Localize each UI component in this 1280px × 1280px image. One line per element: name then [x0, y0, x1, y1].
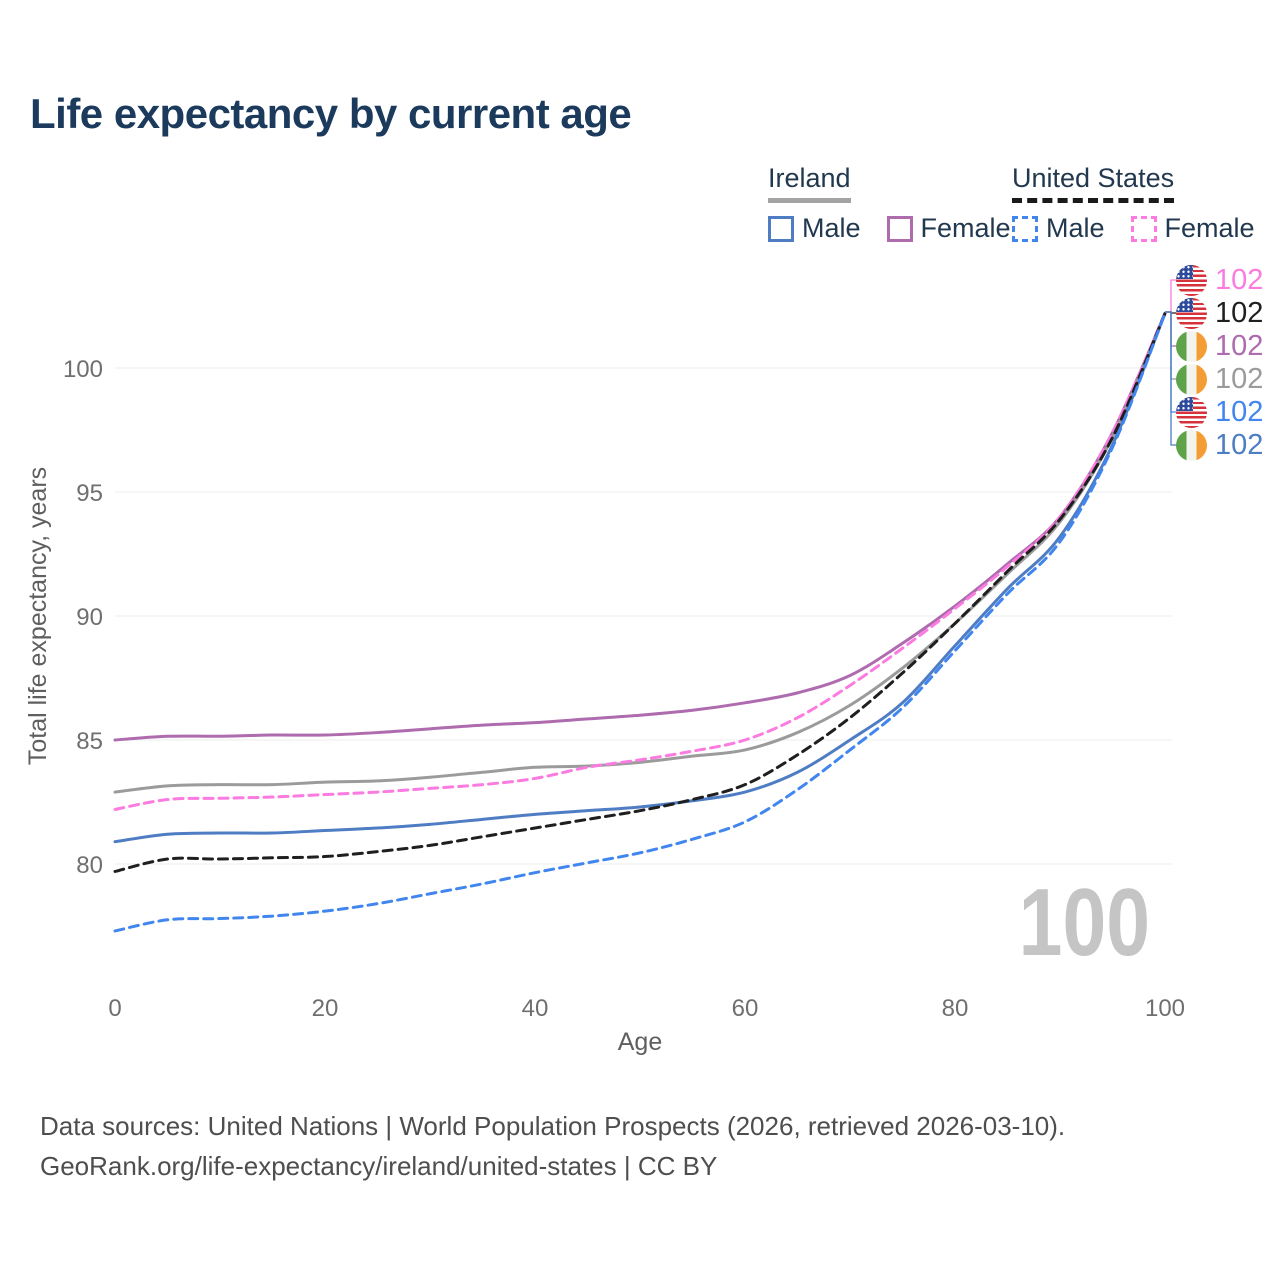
legend-toggle-ireland-female[interactable]: Female: [886, 213, 1011, 244]
leader-line-united-states-female: [1165, 279, 1177, 313]
series-line-ireland-total: [113, 311, 1167, 794]
footer-data-sources: Data sources: United Nations | World Pop…: [40, 1111, 1066, 1141]
series-line-united-states-total: [113, 311, 1167, 873]
leader-line-ireland-male: [1165, 311, 1177, 446]
x-tick-60: 60: [732, 995, 759, 1022]
legend-items-united-states: Male Female: [1012, 213, 1255, 244]
page-title: Life expectancy by current age: [30, 90, 632, 137]
ireland-male-swatch-icon: [768, 215, 794, 242]
y-tick-95: 95: [76, 480, 103, 507]
series-line-united-states-female: [113, 311, 1167, 811]
x-tick-40: 40: [522, 995, 549, 1022]
legend-toggle-ireland-male[interactable]: Male: [768, 213, 861, 244]
legend-country-united-states-label: United States: [1012, 163, 1175, 203]
y-tick-90: 90: [76, 604, 103, 631]
legend-group-ireland: Ireland Male Female: [768, 163, 1011, 244]
legend-label-us-male: Male: [1046, 213, 1105, 243]
x-tick-0: 0: [108, 995, 121, 1022]
us-female-swatch-icon: [1130, 215, 1157, 242]
x-tick-20: 20: [312, 995, 339, 1022]
footer: Data sources: United Nations | World Pop…: [40, 1106, 1065, 1186]
legend-country-ireland[interactable]: Ireland: [768, 163, 1011, 203]
legend-toggle-us-female[interactable]: Female: [1130, 213, 1255, 244]
y-tick-80: 80: [76, 852, 103, 879]
x-tick-80: 80: [942, 995, 969, 1022]
legend-country-united-states[interactable]: United States: [1012, 163, 1255, 203]
legend-toggle-us-male[interactable]: Male: [1012, 213, 1105, 244]
legend-label-ireland-female: Female: [920, 213, 1011, 243]
hover-age-watermark: 100: [1018, 869, 1150, 976]
series-line-united-states-male: [113, 311, 1167, 933]
legend-label-us-female: Female: [1164, 213, 1255, 243]
legend-country-ireland-label: Ireland: [768, 163, 851, 203]
y-tick-100: 100: [63, 356, 103, 383]
legend-items-ireland: Male Female: [768, 213, 1011, 244]
x-tick-100: 100: [1145, 995, 1185, 1022]
series-line-ireland-female: [113, 311, 1167, 742]
ireland-female-swatch-icon: [886, 215, 913, 242]
us-male-swatch-icon: [1012, 215, 1038, 242]
legend-group-united-states: United States Male Female: [1012, 163, 1255, 244]
y-tick-85: 85: [76, 728, 103, 755]
legend-label-ireland-male: Male: [802, 213, 861, 243]
footer-attribution: GeoRank.org/life-expectancy/ireland/unit…: [40, 1151, 718, 1181]
x-axis-title: Age: [618, 1028, 662, 1056]
y-axis-title: Total life expectancy, years: [24, 467, 52, 765]
